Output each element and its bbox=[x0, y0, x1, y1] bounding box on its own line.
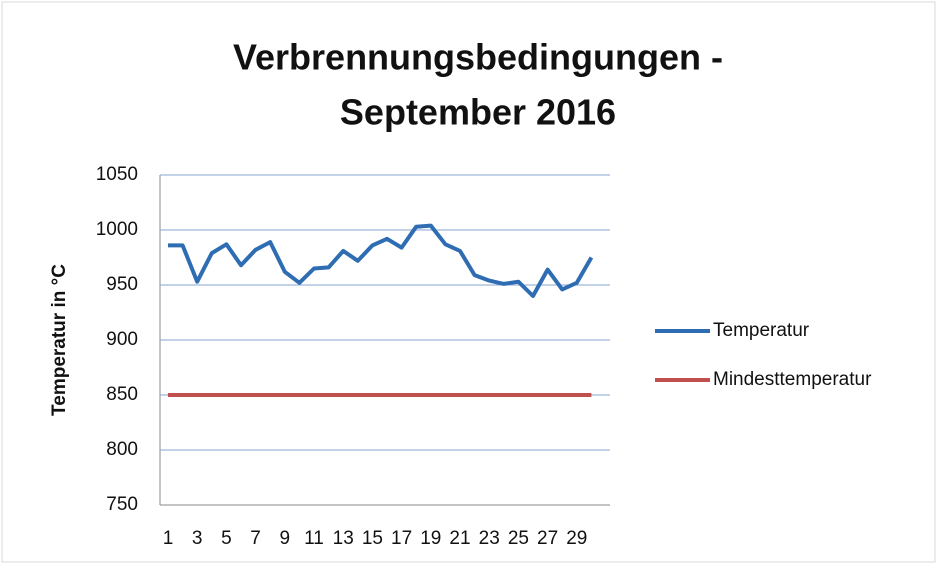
x-tick-label: 27 bbox=[537, 528, 558, 549]
x-tick-label: 21 bbox=[449, 528, 470, 549]
y-tick-label: 750 bbox=[106, 494, 138, 515]
x-tick-label: 25 bbox=[508, 528, 529, 549]
x-tick-label: 17 bbox=[391, 528, 412, 549]
x-tick-label: 1 bbox=[163, 528, 174, 549]
chart-title: Verbrennungsbedingungen - bbox=[233, 37, 723, 78]
y-tick-label: 1000 bbox=[96, 219, 138, 240]
y-tick-label: 850 bbox=[106, 384, 138, 405]
y-tick-label: 900 bbox=[106, 329, 138, 350]
x-tick-label: 9 bbox=[280, 528, 291, 549]
x-tick-label: 15 bbox=[362, 528, 383, 549]
x-tick-label: 29 bbox=[566, 528, 587, 549]
x-tick-label: 19 bbox=[420, 528, 441, 549]
y-tick-label: 1050 bbox=[96, 164, 138, 185]
series-line bbox=[168, 223, 594, 298]
legend-label: Mindesttemperatur bbox=[713, 369, 872, 390]
y-tick-label: 800 bbox=[106, 439, 138, 460]
x-tick-label: 3 bbox=[192, 528, 203, 549]
legend-label: Temperatur bbox=[713, 320, 810, 341]
chart-title: September 2016 bbox=[340, 92, 616, 133]
x-tick-label: 7 bbox=[250, 528, 261, 549]
x-tick-label: 13 bbox=[333, 528, 354, 549]
x-tick-label: 23 bbox=[479, 528, 500, 549]
x-tick-label: 11 bbox=[304, 528, 324, 549]
x-tick-label: 5 bbox=[221, 528, 232, 549]
y-axis-label: Temperatur in °C bbox=[49, 264, 70, 416]
y-tick-label: 950 bbox=[106, 274, 138, 295]
